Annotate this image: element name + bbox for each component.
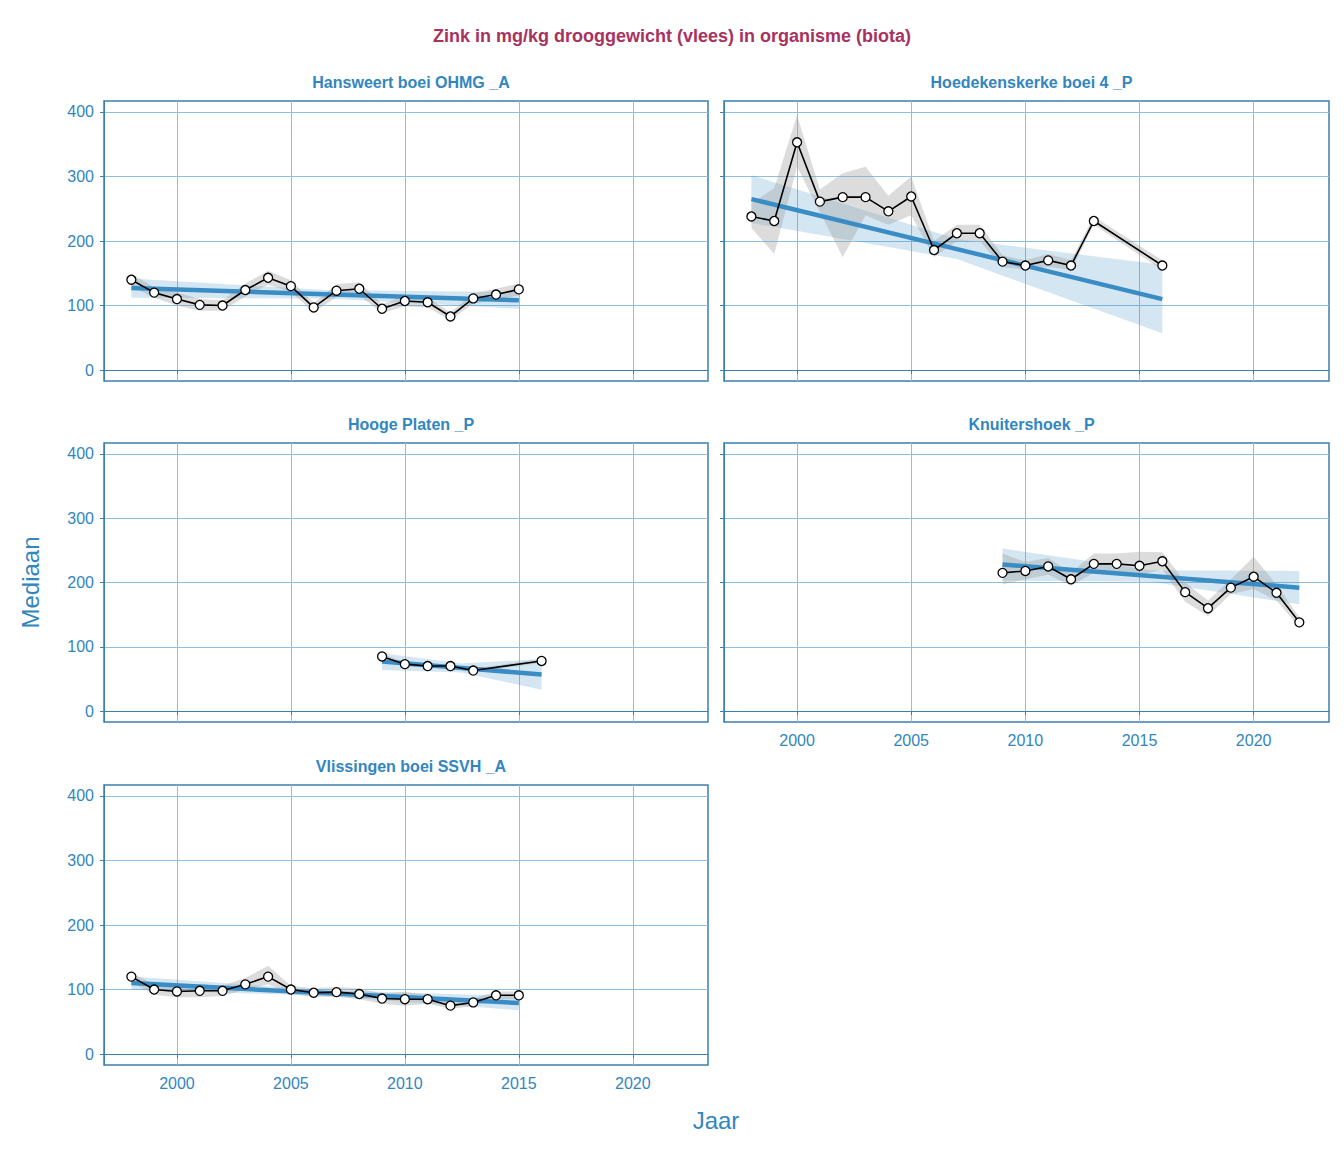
svg-text:2015: 2015	[501, 1075, 537, 1092]
svg-text:400: 400	[67, 103, 94, 120]
svg-text:300: 300	[67, 510, 94, 527]
svg-text:100: 100	[67, 981, 94, 998]
svg-text:2000: 2000	[159, 1075, 195, 1092]
svg-text:100: 100	[67, 638, 94, 655]
svg-text:2020: 2020	[1236, 732, 1272, 749]
svg-text:Vlissingen boei SSVH _A: Vlissingen boei SSVH _A	[316, 758, 507, 775]
svg-text:2005: 2005	[893, 732, 929, 749]
svg-text:Knuitershoek _P: Knuitershoek _P	[968, 416, 1095, 433]
svg-text:200: 200	[67, 917, 94, 934]
svg-text:0: 0	[85, 1046, 94, 1063]
svg-text:400: 400	[67, 787, 94, 804]
svg-text:2000: 2000	[779, 732, 815, 749]
svg-text:Jaar: Jaar	[693, 1107, 740, 1134]
svg-text:2010: 2010	[387, 1075, 423, 1092]
svg-text:300: 300	[67, 168, 94, 185]
svg-text:Hoedekenskerke boei 4 _P: Hoedekenskerke boei 4 _P	[931, 74, 1133, 91]
svg-text:Hooge Platen _P: Hooge Platen _P	[348, 416, 475, 433]
svg-text:Zink in mg/kg drooggewicht (vl: Zink in mg/kg drooggewicht (vlees) in or…	[433, 26, 911, 46]
svg-text:300: 300	[67, 852, 94, 869]
svg-text:0: 0	[85, 703, 94, 720]
svg-text:200: 200	[67, 574, 94, 591]
svg-text:Hansweert boei OHMG _A: Hansweert boei OHMG _A	[312, 74, 510, 91]
svg-text:Mediaan: Mediaan	[17, 536, 44, 628]
svg-text:2010: 2010	[1008, 732, 1044, 749]
svg-text:2005: 2005	[273, 1075, 309, 1092]
svg-text:2015: 2015	[1122, 732, 1158, 749]
svg-text:0: 0	[85, 362, 94, 379]
svg-text:200: 200	[67, 233, 94, 250]
svg-text:400: 400	[67, 445, 94, 462]
svg-text:2020: 2020	[615, 1075, 651, 1092]
svg-text:100: 100	[67, 297, 94, 314]
